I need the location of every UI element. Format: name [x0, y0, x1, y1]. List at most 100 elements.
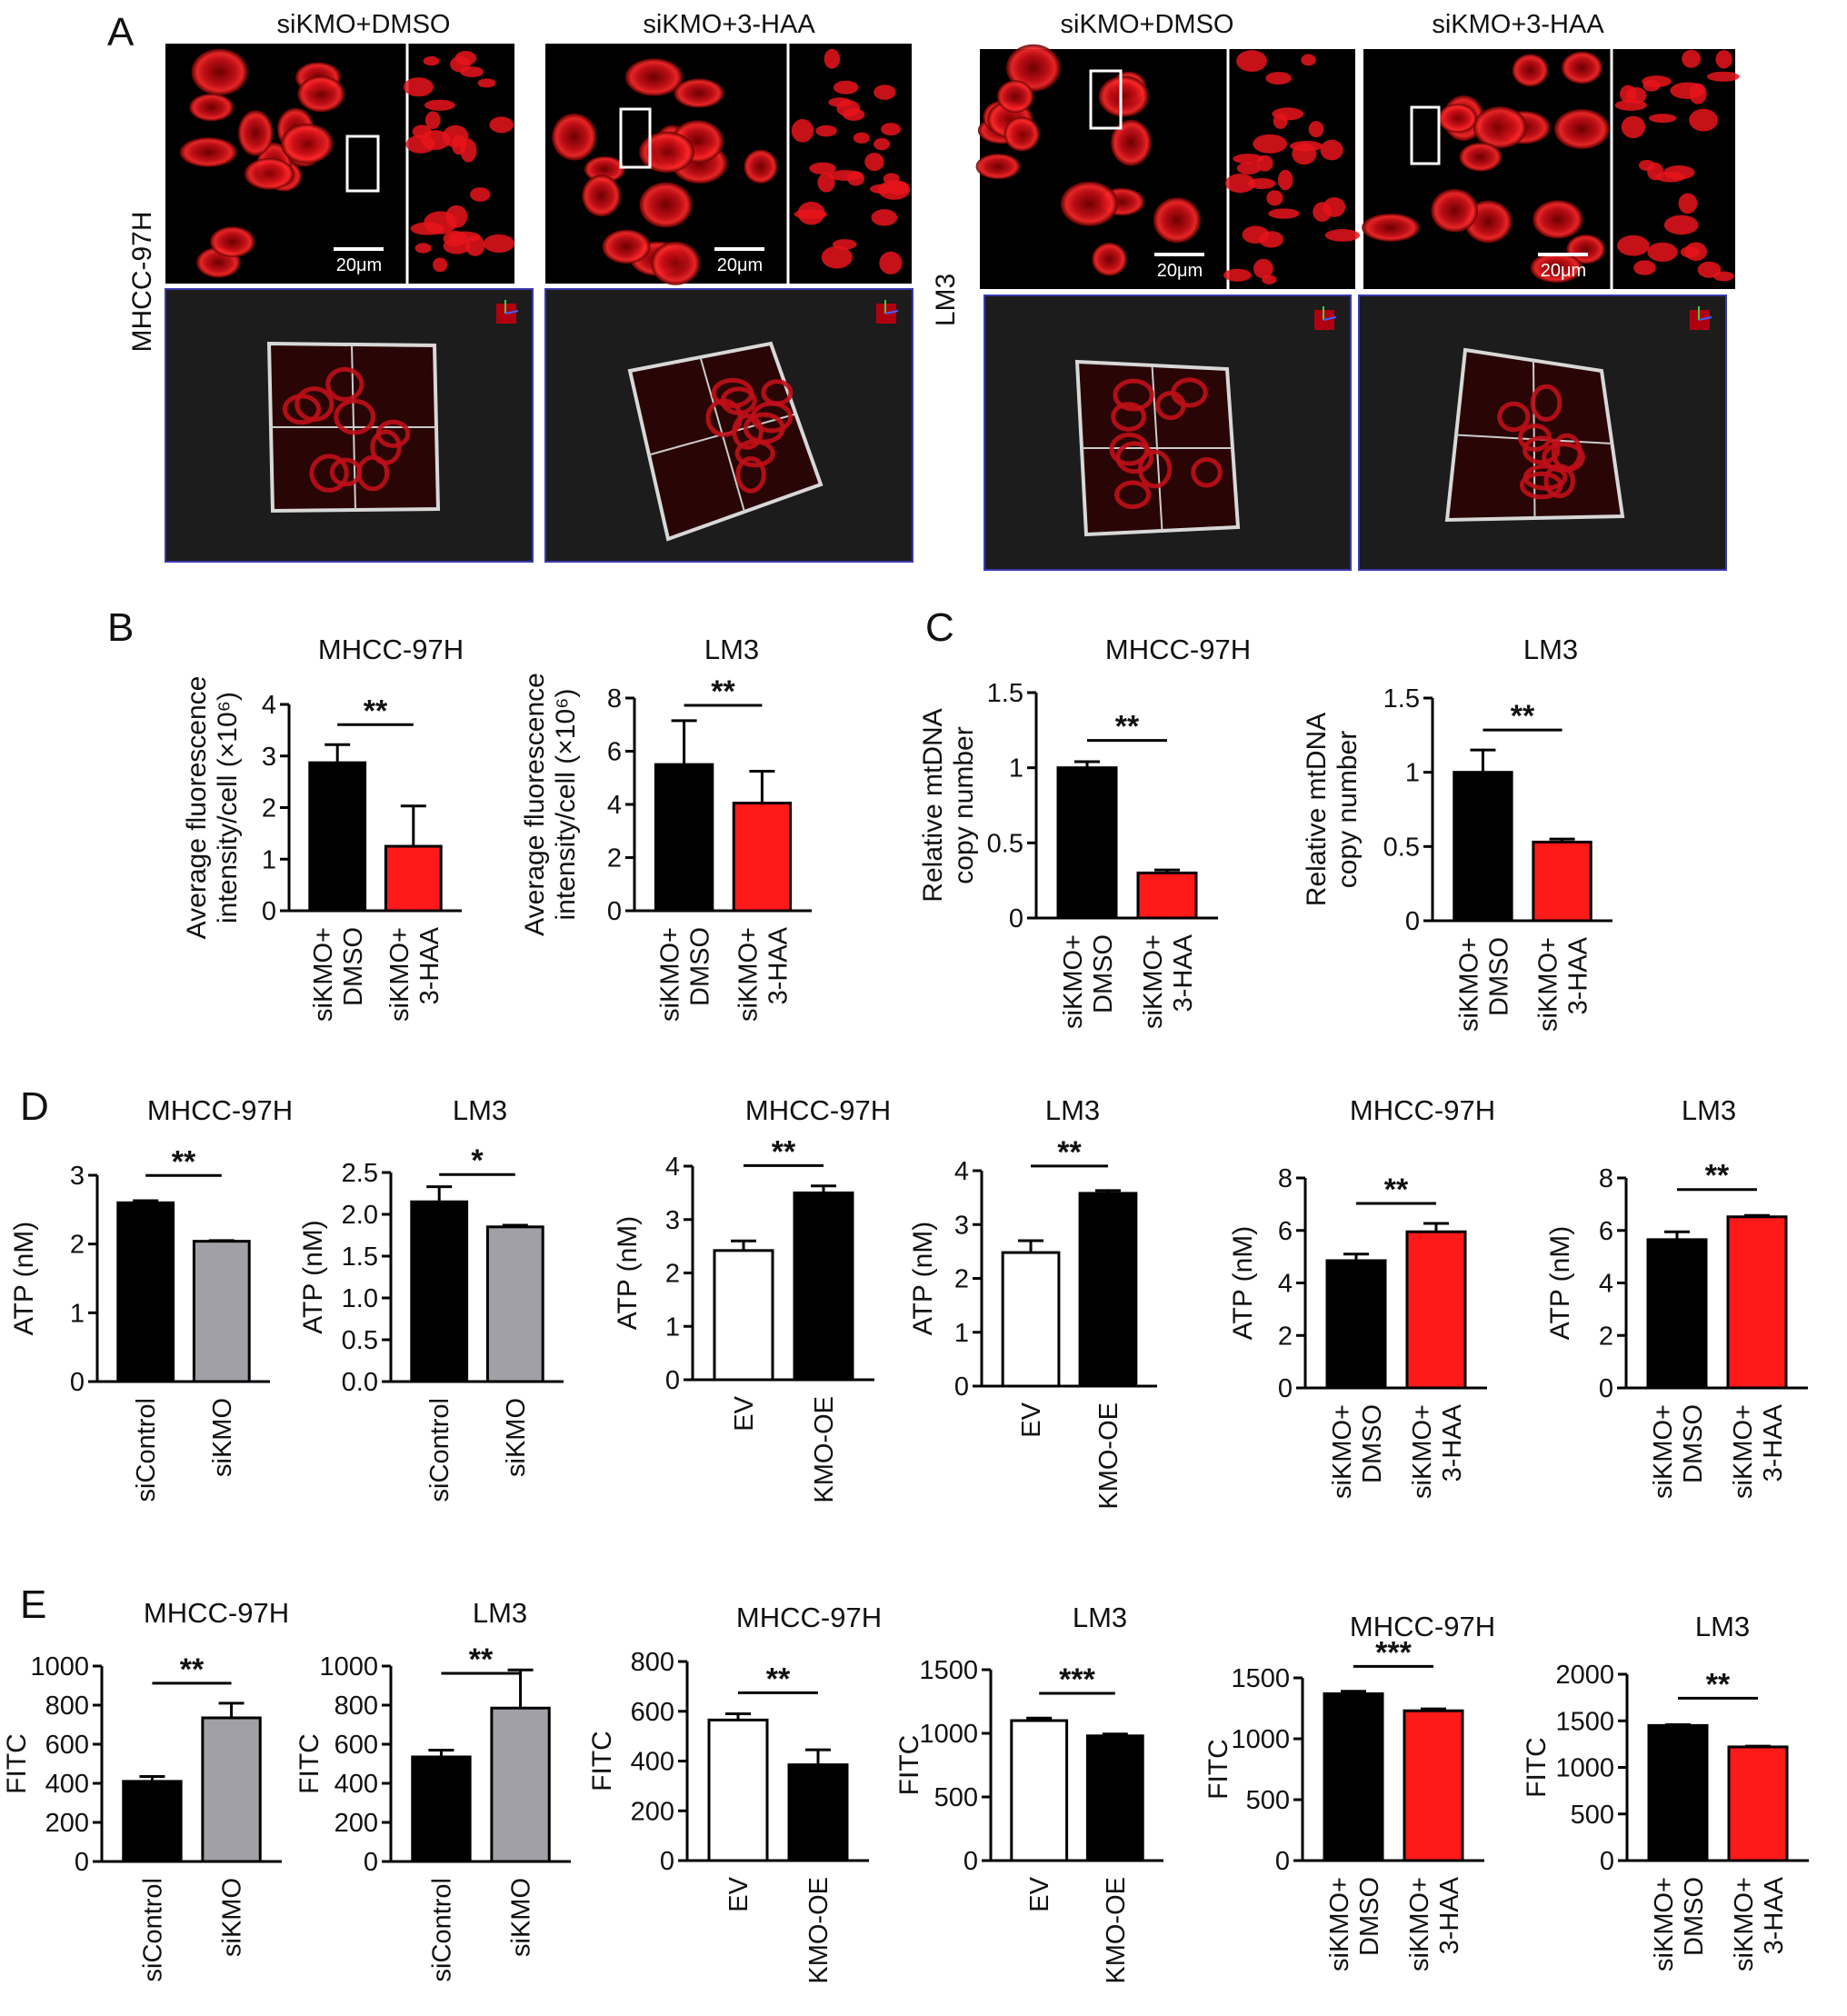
- mito-mark: [483, 234, 514, 254]
- bar: [1078, 1192, 1138, 1388]
- chart-title: LM3: [453, 1094, 507, 1126]
- y-tick-label: 2: [665, 1260, 680, 1289]
- y-tick-label: 200: [45, 1809, 89, 1838]
- panel-label-b: B: [107, 605, 134, 650]
- mito-mark: [797, 201, 825, 225]
- cell-mark: [1543, 464, 1575, 499]
- y-axis-label-line: ATP (nM): [908, 1222, 938, 1336]
- mito-mark: [477, 78, 496, 88]
- bar: [1532, 840, 1592, 923]
- region-box: [345, 135, 380, 193]
- category-label-line: DMSO: [1089, 934, 1118, 1013]
- y-tick-label: 0: [1600, 1847, 1614, 1876]
- y-tick-label: 2: [262, 794, 276, 823]
- category-label: siKMO+3-HAA: [1534, 936, 1593, 1032]
- mito-mark: [1247, 178, 1276, 189]
- y-tick-label: 0: [954, 1372, 969, 1402]
- cell-mark: [735, 455, 766, 494]
- y-axis-label-line: FITC: [587, 1731, 617, 1791]
- region-box: [619, 107, 652, 169]
- region-box: [1089, 69, 1123, 130]
- y-tick-label: 4: [607, 791, 622, 820]
- cell-mark: [996, 80, 1034, 114]
- category-label-line: EV: [1017, 1402, 1046, 1437]
- y-tick-label: 1: [954, 1319, 969, 1348]
- mito-mark: [832, 239, 857, 250]
- mito-mark: [1642, 79, 1661, 92]
- category-label-line: 3-HAA: [415, 926, 444, 1004]
- bar: [201, 1716, 262, 1863]
- axis-z: [1698, 316, 1712, 321]
- cell-mark: [1523, 435, 1561, 465]
- category-label-line: siKMO+: [385, 927, 414, 1022]
- panel-label-c: C: [925, 605, 954, 650]
- scale-bar-label: 20μm: [1541, 261, 1586, 281]
- mito-mark: [1647, 242, 1678, 262]
- category-label-line: siControl: [427, 1878, 456, 1981]
- category-label: KMO-OE: [1102, 1877, 1131, 1984]
- y-axis-label-line: ATP (nM): [613, 1216, 643, 1331]
- mito-mark: [1236, 162, 1261, 175]
- mito-mark: [1614, 99, 1647, 111]
- y-axis-label-line: FITC: [295, 1733, 324, 1794]
- cell-mark: [244, 157, 295, 190]
- cell-mark: [639, 131, 694, 174]
- chart-title: MHCC-97H: [736, 1602, 882, 1633]
- mito-mark: [874, 85, 896, 100]
- category-label-line: DMSO: [1355, 1877, 1384, 1956]
- y-axis-label-line: Relative mtDNA: [918, 708, 948, 902]
- y-tick-label: 2000: [1555, 1661, 1614, 1690]
- y-tick-label: 4: [954, 1157, 969, 1186]
- category-label: siControl: [138, 1878, 167, 1981]
- y-axis-label: Average fluorescenceintensity/cell (×10⁶…: [182, 676, 243, 940]
- y-tick-label: 0.5: [342, 1326, 378, 1355]
- category-label-line: KMO-OE: [810, 1396, 839, 1503]
- category-label-line: DMSO: [339, 927, 368, 1006]
- mito-mark: [1638, 159, 1655, 171]
- y-tick-label: 1000: [1555, 1754, 1614, 1783]
- y-tick-label: 0: [70, 1368, 85, 1397]
- panel-label-a: A: [107, 10, 135, 55]
- category-label: siControl: [427, 1878, 456, 1981]
- category-label-line: siKMO+: [309, 927, 338, 1022]
- mito-mark: [1633, 260, 1656, 275]
- bar: [713, 1249, 774, 1382]
- mito-mark: [1233, 154, 1264, 165]
- cell-mark: [356, 454, 390, 492]
- category-label-line: DMSO: [686, 927, 715, 1006]
- mito-mark: [1620, 85, 1637, 104]
- category-label-line: siKMO+: [1059, 934, 1088, 1029]
- cell-mark: [1109, 432, 1150, 466]
- category-label: siKMO+3-HAA: [1139, 933, 1198, 1029]
- cell-mark: [1512, 54, 1549, 87]
- cell-mark: [1114, 480, 1152, 510]
- y-tick-label: 2.5: [342, 1159, 378, 1188]
- y-tick-label: 1.5: [342, 1243, 378, 1272]
- category-label-line: KMO-OE: [1094, 1402, 1123, 1510]
- y-tick-label: 1: [70, 1299, 85, 1328]
- mito-mark: [1713, 271, 1734, 282]
- y-tick-label: 1.5: [1383, 684, 1420, 714]
- category-label: siKMO+3-HAA: [385, 926, 444, 1022]
- cell-mark: [1566, 235, 1605, 264]
- chart-e2: LM3 0 200 400 600 800 1000 FITC siControl siKMO **: [295, 1597, 571, 1981]
- cell-mark: [1098, 75, 1149, 117]
- mito-mark: [1262, 274, 1277, 284]
- significance-marker: **: [1384, 1173, 1409, 1207]
- bar: [1085, 1734, 1144, 1862]
- y-tick-label: 400: [631, 1748, 674, 1777]
- cell-mark: [191, 48, 248, 95]
- y-axis-label: ATP (nM): [298, 1220, 328, 1334]
- significance-marker: *: [471, 1143, 484, 1178]
- y-tick-label: 0: [1405, 907, 1420, 936]
- condition-label: siKMO+3-HAA: [1432, 10, 1604, 39]
- mito-mark: [447, 231, 481, 243]
- mito-mark: [864, 153, 884, 172]
- significance-marker: **: [766, 1662, 791, 1696]
- cell-mark: [1155, 391, 1186, 421]
- y-tick-label: 800: [45, 1692, 89, 1721]
- three-d-render: [1358, 294, 1727, 571]
- category-label-line: siKMO+: [1325, 1877, 1354, 1971]
- mito-mark: [874, 137, 891, 151]
